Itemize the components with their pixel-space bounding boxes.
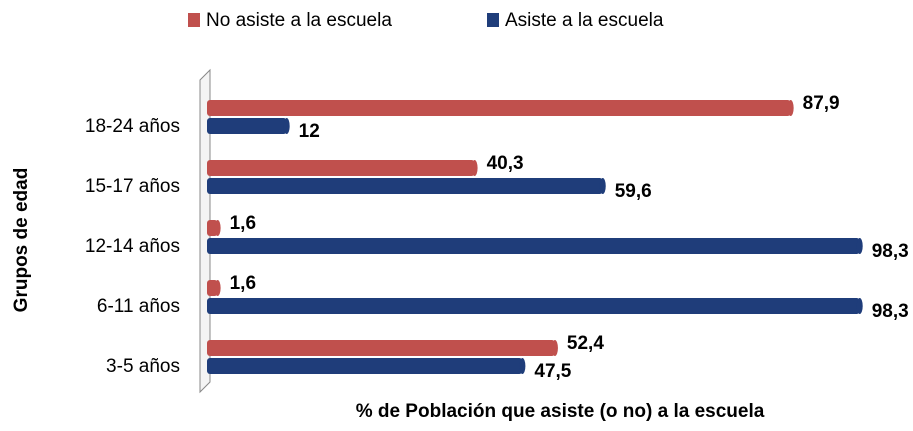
bar xyxy=(207,160,475,176)
y-axis-title: Grupos de edad xyxy=(11,168,32,313)
bar-cap xyxy=(856,238,863,254)
legend-label: No asiste a la escuela xyxy=(206,10,392,31)
y-tick-label: 15-17 años xyxy=(85,176,180,197)
data-label: 12 xyxy=(299,121,320,142)
data-label: 59,6 xyxy=(615,181,652,202)
legend-swatch xyxy=(487,13,499,27)
bar-cap xyxy=(283,118,290,134)
bar xyxy=(207,298,860,314)
bar xyxy=(207,100,791,116)
bar-cap xyxy=(551,340,558,356)
bar xyxy=(207,358,523,374)
data-label: 98,3 xyxy=(872,241,909,262)
bar-cap xyxy=(787,100,794,116)
bar-cap xyxy=(471,160,478,176)
bar xyxy=(207,220,218,236)
legend-label: Asiste a la escuela xyxy=(505,10,664,31)
data-label: 52,4 xyxy=(567,333,604,354)
data-label: 87,9 xyxy=(803,93,840,114)
y-tick-label: 18-24 años xyxy=(85,116,180,137)
bar-cap xyxy=(856,298,863,314)
data-label: 1,6 xyxy=(230,213,256,234)
bar xyxy=(207,340,555,356)
data-label: 1,6 xyxy=(230,273,256,294)
y-tick-label: 3-5 años xyxy=(106,356,180,377)
legend-swatch xyxy=(188,13,200,27)
y-tick-label: 6-11 años xyxy=(97,296,180,317)
bar xyxy=(207,280,218,296)
bar-cap xyxy=(214,280,221,296)
data-label: 40,3 xyxy=(487,153,524,174)
bar-cap xyxy=(214,220,221,236)
bar xyxy=(207,238,860,254)
bar-cap xyxy=(599,178,606,194)
data-label: 47,5 xyxy=(534,361,571,382)
bar xyxy=(207,178,603,194)
bar xyxy=(207,118,287,134)
bar-cap xyxy=(519,358,526,374)
x-axis-title: % de Población que asiste (o no) a la es… xyxy=(356,401,765,422)
data-label: 98,3 xyxy=(872,301,909,322)
y-tick-label: 12-14 años xyxy=(85,236,180,257)
